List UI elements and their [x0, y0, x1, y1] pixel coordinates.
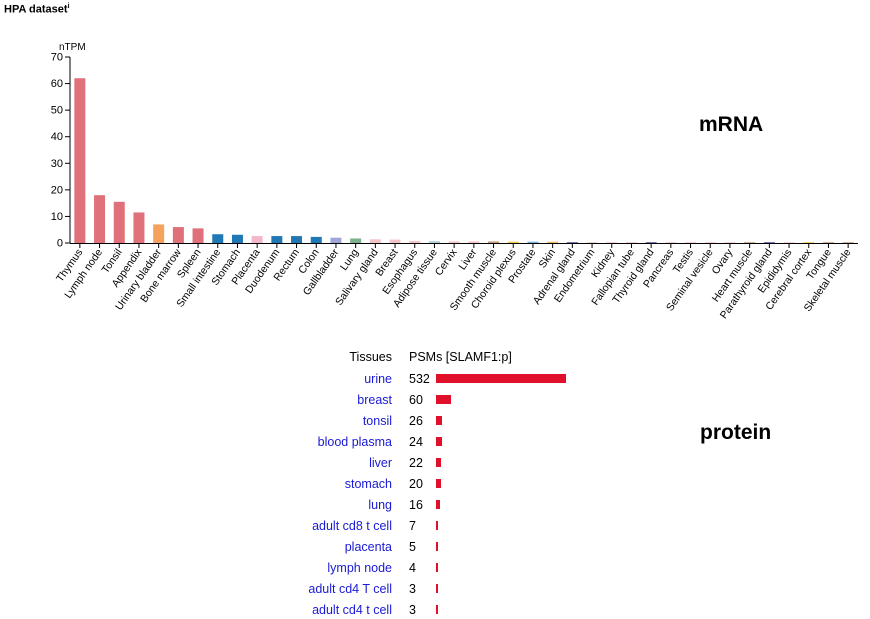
bar-epididymis [783, 242, 795, 243]
psm-count: 3 [409, 603, 416, 617]
bar-ovary [724, 242, 736, 243]
info-icon[interactable]: i [67, 3, 70, 10]
bar-heart-muscle [744, 242, 756, 243]
psm-count: 4 [409, 561, 416, 575]
bar-salivary-gland [369, 239, 381, 243]
protein-label: protein [700, 421, 772, 444]
bar-duodenum [271, 236, 283, 243]
psm-bar [436, 521, 438, 530]
bar-skeletal-muscle [842, 242, 854, 243]
y-tick-label: 20 [51, 184, 63, 196]
bar-testis [685, 242, 697, 243]
tissue-link[interactable]: adult cd4 T cell [308, 582, 392, 596]
y-tick-label: 40 [51, 131, 63, 143]
psm-bar [436, 416, 443, 425]
psm-bar [436, 584, 438, 593]
bar-stomach [231, 234, 243, 243]
bar-adrenal-gland [566, 242, 578, 243]
bar-lung [350, 238, 362, 243]
y-tick-label: 60 [51, 78, 63, 90]
psm-bar [436, 563, 438, 572]
psm-count: 5 [409, 540, 416, 554]
bar-gallbladder [330, 237, 342, 243]
bar-tonsil [113, 201, 125, 243]
psm-count: 60 [409, 393, 423, 407]
y-axis-label: nTPM [59, 42, 86, 53]
psm-bar [436, 395, 451, 404]
bar-seminal-vesicle [704, 242, 716, 243]
bar-thymus [74, 78, 86, 243]
psm-count: 532 [409, 372, 430, 386]
y-tick-label: 30 [51, 158, 63, 170]
psm-count: 3 [409, 582, 416, 596]
bar-pancreas [665, 242, 677, 243]
psm-bar [436, 458, 442, 467]
tissue-link[interactable]: placenta [344, 540, 392, 554]
bar-skin [547, 241, 559, 243]
psm-count: 24 [409, 435, 423, 449]
bar-fallopian-tube [625, 242, 637, 243]
bar-urinary-bladder [153, 224, 165, 243]
bar-breast [389, 239, 401, 243]
psm-bar [436, 437, 442, 446]
psm-bar [436, 605, 438, 614]
bar-spleen [192, 228, 204, 243]
dataset-title: HPA dataseti [4, 3, 70, 16]
y-tick-label: 50 [51, 105, 63, 117]
tissue-link[interactable]: adult cd4 t cell [312, 603, 392, 617]
tissue-link[interactable]: tonsil [362, 414, 392, 428]
bar-tongue [822, 242, 834, 243]
tissue-link[interactable]: blood plasma [317, 435, 392, 449]
bar-placenta [251, 236, 263, 243]
bar-parathyroid-gland [763, 242, 775, 243]
bar-smooth-muscle [488, 241, 500, 243]
psm-bar [436, 479, 441, 488]
psm-count: 26 [409, 414, 423, 428]
psm-bar [436, 500, 440, 509]
bar-small-intestine [212, 234, 224, 243]
psm-count: 20 [409, 477, 423, 491]
psm-count: 7 [409, 519, 416, 533]
column-header-psms: PSMs [SLAMF1:p] [409, 350, 512, 364]
bar-bone-marrow [172, 227, 184, 243]
tissue-link[interactable]: adult cd8 t cell [312, 519, 392, 533]
bar-esophagus [409, 240, 421, 243]
dataset-title-text: HPA dataset [4, 3, 68, 16]
tissue-link[interactable]: liver [369, 456, 392, 470]
tissue-link[interactable]: stomach [344, 477, 392, 491]
bar-kidney [606, 242, 618, 243]
bar-lymph-node [94, 195, 106, 243]
bar-thyroid-gland [645, 242, 657, 243]
tissue-link[interactable]: breast [357, 393, 392, 407]
bar-adipose-tissue [428, 241, 440, 243]
y-tick-label: 0 [57, 238, 63, 250]
bar-rectum [291, 236, 303, 243]
psm-count: 22 [409, 456, 423, 470]
y-tick-label: 70 [51, 52, 63, 64]
psm-bar [436, 542, 438, 551]
column-header-tissues: Tissues [349, 350, 392, 364]
bar-prostate [527, 241, 539, 243]
psm-count: 16 [409, 498, 423, 512]
bar-endometrium [586, 242, 598, 243]
mrna-label: mRNA [699, 113, 764, 136]
bar-appendix [133, 212, 145, 243]
bar-cerebral-cortex [803, 242, 815, 243]
tissue-link[interactable]: urine [364, 372, 392, 386]
bar-liver [468, 241, 480, 243]
tissue-link[interactable]: lung [368, 498, 392, 512]
bar-choroid-plexus [507, 241, 519, 243]
psm-bar [436, 374, 566, 383]
bar-colon [310, 236, 322, 243]
bar-cervix [448, 241, 460, 243]
tissue-link[interactable]: lymph node [327, 561, 392, 575]
y-tick-label: 10 [51, 211, 63, 223]
